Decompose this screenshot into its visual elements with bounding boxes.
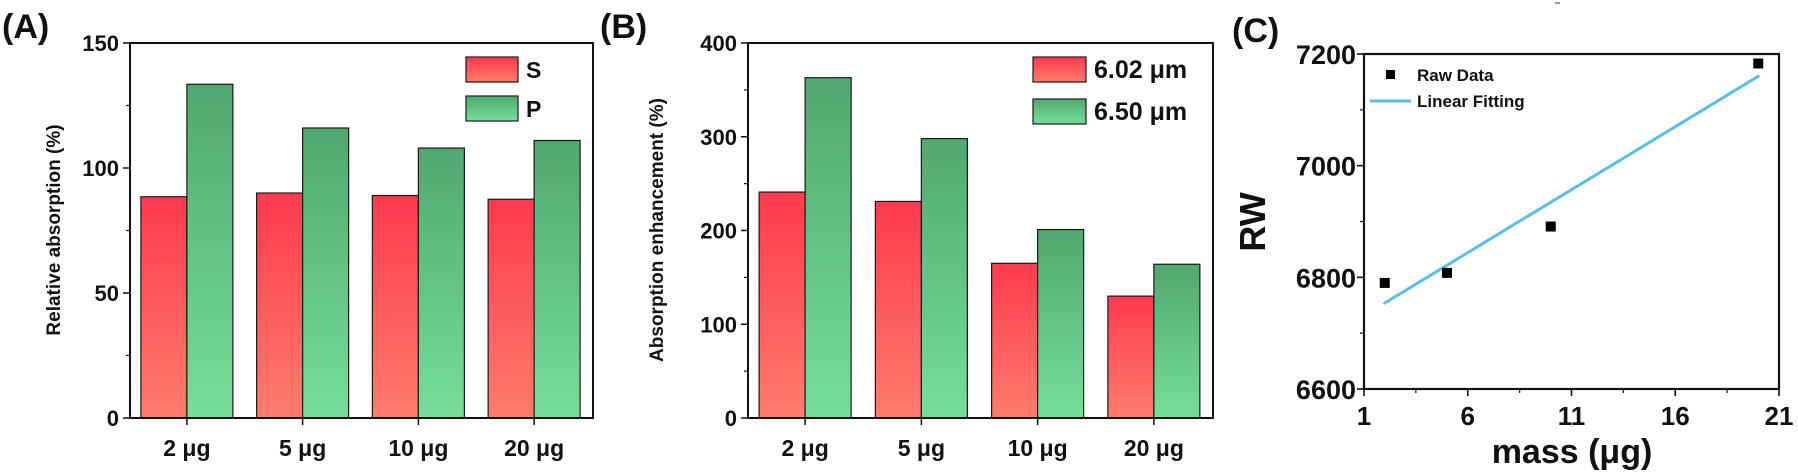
panel-b: (B) Absorption enhancement (%) 2 μg 5 μg 1… [600,8,1214,461]
y-tick-label: 100 [700,312,737,337]
y-tick-label: 7200 [1296,40,1356,70]
bar-series1 [140,196,188,419]
legend-label: Linear Fitting [1417,92,1525,111]
y-axis-label-a: Relative absorption (%) [44,124,65,335]
bar-series2 [186,83,234,419]
x-axis-label-c: mass (μg) [1492,433,1653,471]
x-tick-label: 20 μg [1124,435,1184,461]
panel-label-a: (A) [2,8,49,46]
legend-swatch [1032,98,1087,125]
x-tick-label: 10 μg [388,435,448,461]
y-tick-label: 100 [82,156,119,181]
x-tick-label: 20 μg [504,435,564,461]
bar-series1 [991,262,1039,419]
legend-label: S [526,57,541,83]
y-tick-label: 150 [82,31,119,56]
panel-label-c: (C) [1232,12,1279,50]
y-tick-label: 0 [107,406,119,431]
y-tick-label: 300 [700,125,737,150]
bar-series2 [1037,228,1085,419]
bar-series2 [533,139,581,419]
y-tick-label: 50 [95,281,119,306]
x-tick-label: 6 [1461,401,1475,431]
legend-marker-raw-data [1386,70,1395,79]
legend-label: 6.50 μm [1094,98,1187,126]
x-tick-label: 16 [1661,401,1690,431]
legend-swatch [465,56,519,83]
bar-series1 [256,192,304,419]
bar-series1 [487,198,535,419]
y-tick-label: 6800 [1296,263,1356,293]
x-tick-label: 10 μg [1008,435,1068,461]
y-axis-label-b: Absorption enhancement (%) [647,98,668,362]
panel-c: (C) RW mass (μg) 1 6 11 16 21660068007000720… [1232,2,1793,471]
x-tick-label: 2 μg [781,435,828,461]
legend-label: Raw Data [1417,66,1494,85]
bar-series2 [920,138,968,419]
bar-series2 [804,77,852,419]
panel-a: (A) Relative absorption (%) 2 μg 5 μg 10 μ… [2,8,594,461]
legend-swatch [465,95,519,122]
bar-series1 [371,194,419,419]
panel-label-b: (B) [600,8,647,46]
data-point-marker [1753,58,1764,69]
y-tick-label: 6600 [1296,375,1356,405]
data-point-marker [1379,277,1390,288]
legend-swatch [1032,56,1087,83]
plot-area-a: 2 μg 5 μg 10 μg 20 μg 0 50 100 150 SP [82,31,594,461]
x-tick-label: 2 μg [163,435,210,461]
bar-series1 [874,200,922,419]
bar-series1 [1107,295,1155,419]
data-point-marker [1442,267,1452,278]
bar-series2 [417,147,465,419]
y-tick-label: 7000 [1296,152,1356,182]
bar-series1 [758,191,806,419]
legend-label: P [526,96,541,122]
y-tick-label: 200 [700,219,737,244]
x-tick-label: 1 [1357,401,1371,431]
bar-series2 [302,127,350,419]
y-tick-label: 400 [700,31,737,56]
legend-label: 6.02 μm [1094,56,1187,84]
x-tick-label: 5 μg [279,435,326,461]
bar-series2 [1153,263,1201,419]
y-tick-label: 0 [725,406,737,431]
y-axis-label-c: RW [1232,192,1273,251]
x-tick-label: 5 μg [898,435,945,461]
plot-area-b: 2 μg 5 μg 10 μg 20 μg 0 100 200 300 400 6.02 μm 6.… [700,31,1214,461]
artifact-dash [1555,2,1560,4]
linear-fit-line [1383,74,1760,305]
data-point-marker [1545,221,1556,232]
x-tick-label: 21 [1765,401,1794,431]
x-tick-label: 11 [1558,401,1586,431]
